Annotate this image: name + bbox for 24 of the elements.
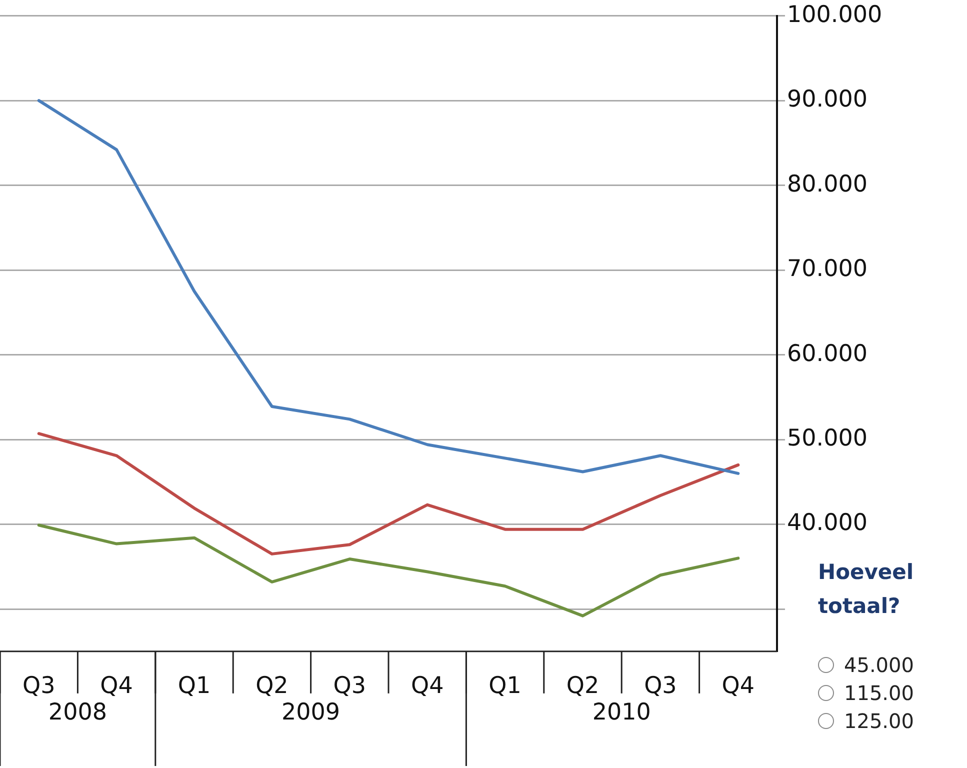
- y-tick-label: 90.000: [787, 86, 868, 113]
- y-tick-label: 80.000: [787, 171, 868, 198]
- text: 115.00: [844, 681, 914, 705]
- text: 2010: [592, 699, 651, 726]
- text: 45.000: [844, 653, 914, 677]
- x-tick-label: Q3: [644, 673, 677, 700]
- x-tick-label: Q1: [178, 673, 211, 700]
- y-tick-label: 40.000: [787, 510, 868, 536]
- text: 125.00: [844, 709, 914, 733]
- y-tick-label: 50.000: [787, 426, 868, 452]
- x-tick-label: Q4: [722, 673, 755, 700]
- x-tick-label: Q4: [410, 673, 444, 700]
- y-tick-label: 100.000: [787, 2, 882, 28]
- x-tick-label: Q3: [333, 673, 366, 700]
- text: 2009: [282, 699, 340, 726]
- x-tick-label: Q3: [22, 673, 56, 700]
- text: Hoeveel totaal?: [818, 559, 915, 620]
- text: 2008: [48, 699, 107, 726]
- y-tick-label: 70.000: [787, 256, 868, 282]
- y-tick-label: 60.000: [787, 340, 868, 367]
- x-tick-label: Q2: [566, 673, 600, 700]
- x-tick-label: Q2: [256, 673, 288, 700]
- x-tick-label: Q1: [488, 673, 522, 700]
- x-tick-label: Q4: [100, 673, 133, 700]
